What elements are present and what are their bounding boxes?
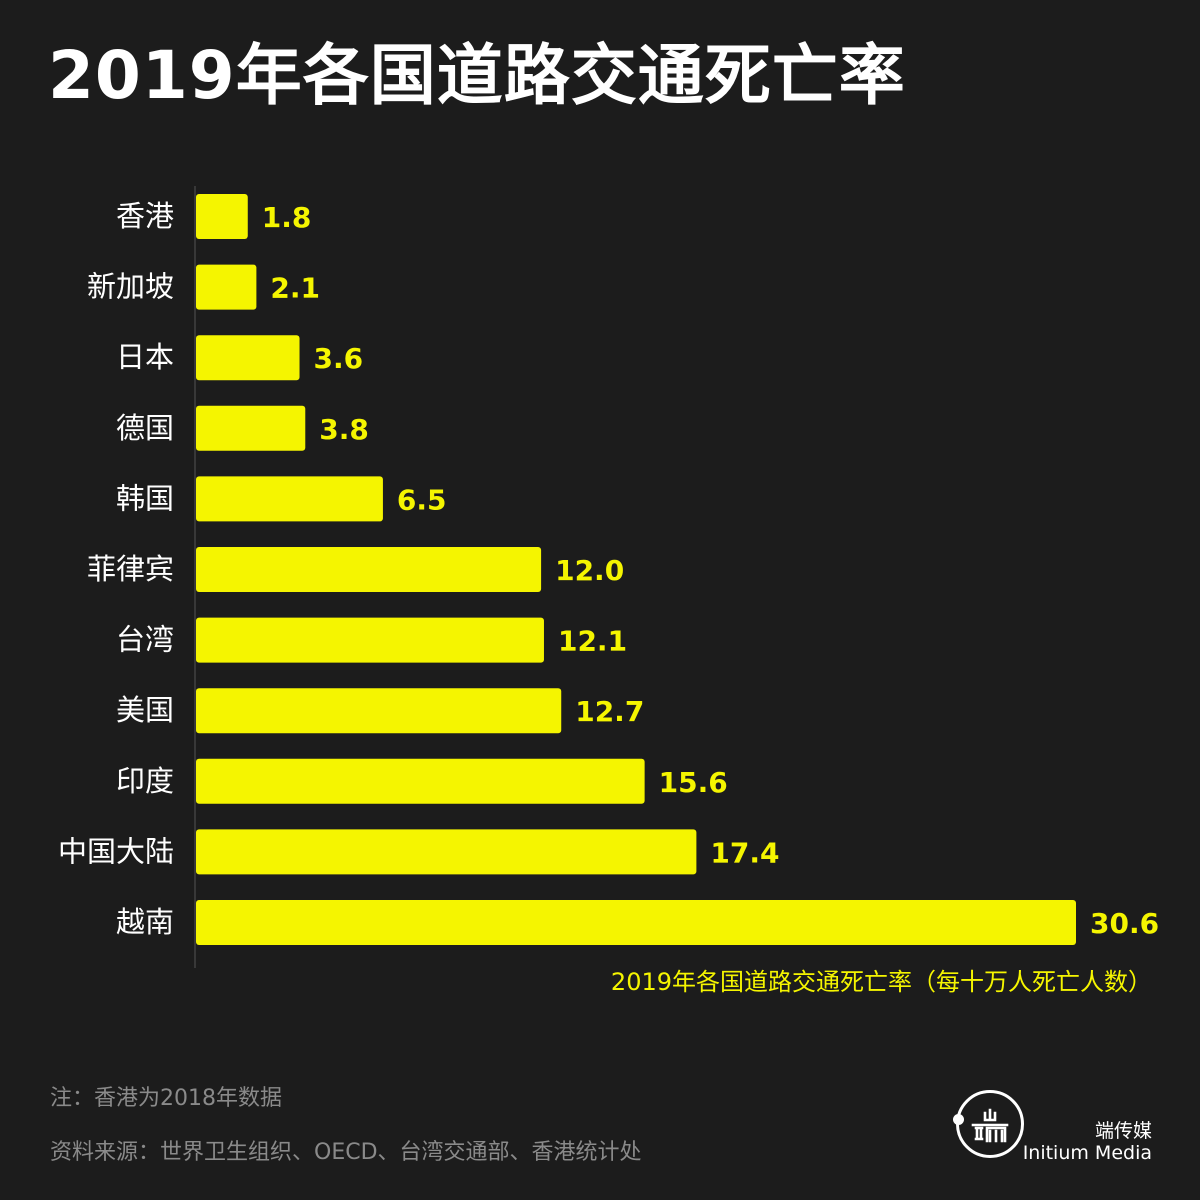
bar-2 (196, 264, 257, 310)
category-label: 美国 (116, 693, 174, 727)
value-label: 12.0 (555, 554, 624, 587)
value-label: 15.6 (659, 766, 728, 799)
brand-name-cn: 端传媒 (1094, 1120, 1152, 1142)
footnote-note: 注：香港为2018年数据 (50, 1086, 282, 1111)
value-label: 3.8 (319, 413, 369, 446)
value-label: 30.6 (1090, 907, 1159, 940)
value-label: 12.1 (558, 625, 627, 658)
bars-group: 香港 1.8 新加坡 2.1 日本 3.6 德国 3.8 韩国 6.5 菲律宾 12.0 台湾 12.1 美… (58, 194, 1159, 945)
initium-logo-icon (953, 1090, 1024, 1158)
bar-4 (196, 405, 306, 451)
value-label: 6.5 (397, 483, 447, 516)
bar-11 (196, 900, 1076, 945)
category-label: 德国 (116, 411, 174, 445)
category-label: 越南 (116, 905, 174, 939)
category-label: 新加坡 (87, 270, 174, 304)
category-label: 韩国 (116, 481, 174, 515)
bar-5 (196, 476, 383, 522)
page-title: 2019年各国道路交通死亡率 (48, 37, 906, 114)
bar-1 (196, 194, 248, 239)
bar-9 (196, 758, 645, 804)
bar-8 (196, 688, 562, 734)
brand-name-en: Initium Media (1022, 1142, 1152, 1164)
value-label: 12.7 (575, 695, 644, 728)
category-label: 菲律宾 (87, 552, 174, 586)
bar-6 (196, 547, 542, 592)
bar-10 (196, 829, 697, 875)
brand-logo: 端传媒 Initium Media (952, 1088, 1152, 1168)
category-label: 香港 (116, 199, 174, 233)
value-label: 3.6 (314, 342, 364, 375)
category-label: 日本 (116, 340, 174, 374)
x-axis-label: 2019年各国道路交通死亡率（每十万人死亡人数） (611, 968, 1152, 996)
value-label: 17.4 (710, 836, 779, 869)
logo-dot (953, 1114, 964, 1125)
footnote-source: 资料来源：世界卫生组织、OECD、台湾交通部、香港统计处 (50, 1140, 642, 1165)
bar-3 (196, 335, 300, 381)
category-label: 中国大陆 (58, 834, 174, 868)
bar-7 (196, 617, 544, 663)
category-label: 印度 (116, 764, 174, 798)
value-label: 1.8 (262, 201, 312, 234)
value-label: 2.1 (270, 272, 320, 305)
bar-chart: 香港 1.8 新加坡 2.1 日本 3.6 德国 3.8 韩国 6.5 菲律宾 12.0 台湾 12.1 美… (58, 186, 1159, 996)
category-label: 台湾 (116, 623, 174, 657)
